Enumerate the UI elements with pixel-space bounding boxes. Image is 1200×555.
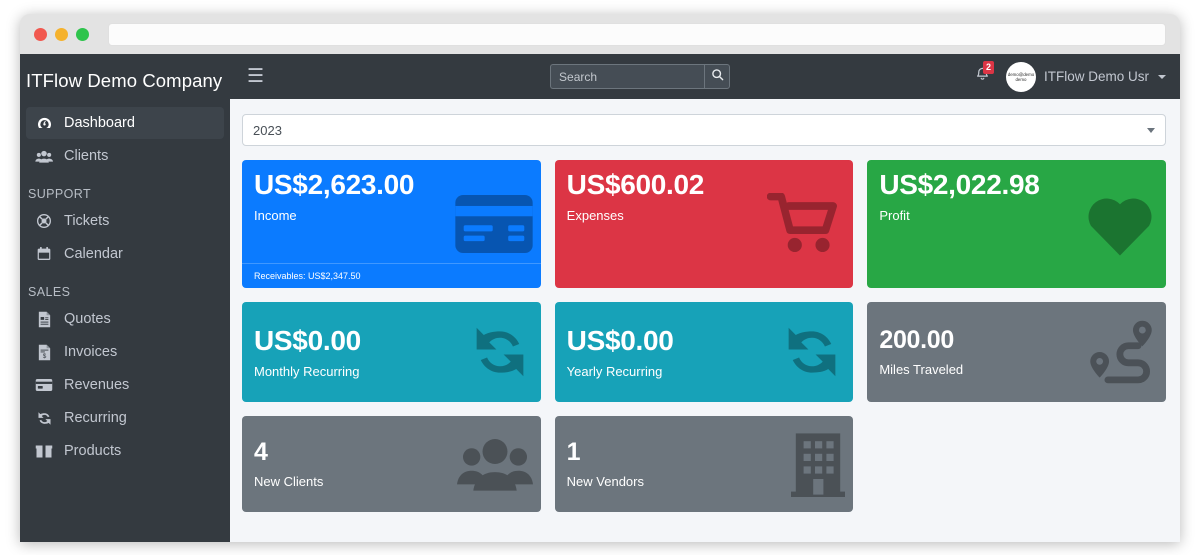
card-miles-traveled[interactable]: 200.00 Miles Traveled [867,302,1167,402]
sidebar-item-label: Revenues [64,377,130,393]
avatar-line-2: demo [1015,76,1027,82]
sidebar-item-label: Dashboard [64,115,135,131]
card-label: Expenses [566,208,624,224]
sidebar-item-calendar[interactable]: Calendar [26,238,224,270]
browser-window: ITFlow Demo Company Dashboard [20,14,1180,542]
notifications-button[interactable]: 2 [971,61,994,89]
card-value: US$0.00 [566,324,674,356]
sidebar-item-revenues[interactable]: Revenues [26,369,224,401]
card-value: US$0.00 [254,324,361,356]
card-yearly-recurring[interactable]: US$0.00 Yearly Recurring [554,302,854,402]
card-footer: Receivables: US$2,347.50 [242,263,541,288]
card-body: US$0.00 Monthly Recurring [242,316,541,389]
user-name-label: ITFlow Demo Usr [1043,69,1149,84]
user-menu[interactable]: demo@demo demo ITFlow Demo Usr [1005,61,1166,92]
card-body: US$2,623.00 Income [242,160,541,259]
address-bar[interactable] [108,22,1166,46]
calendar-icon [34,245,54,263]
app-viewport: ITFlow Demo Company Dashboard [20,54,1180,542]
card-body: 200.00 Miles Traveled [867,317,1166,387]
sidebar-item-clients[interactable]: Clients [26,140,224,172]
users-icon [34,147,54,165]
card-value: 200.00 [879,326,955,355]
card-row-2: US$0.00 Monthly Recurring US$0.00 [242,302,1167,402]
sidebar-section-header-support: SUPPORT [28,187,91,201]
chevron-down-icon [1158,74,1166,79]
file-invoice-dollar-icon: $ [34,343,54,361]
search-input[interactable] [550,64,705,89]
sidebar-item-label: Recurring [64,410,127,426]
card-row-3: 4 New Clients [242,416,1166,512]
credit-card-icon [34,376,54,394]
sidebar-item-quotes[interactable]: Quotes [26,303,224,335]
card-value: 1 [566,438,581,467]
life-ring-icon [34,212,54,230]
search-icon [711,68,724,86]
sync-icon [34,409,54,427]
card-body: US$600.02 Expenses [555,160,854,288]
sidebar-item-label: Products [64,443,122,459]
sidebar-item-label: Invoices [64,344,118,360]
content-column: ☰ [230,54,1180,542]
brand-title[interactable]: ITFlow Demo Company [26,70,223,91]
card-income[interactable]: US$2,623.00 Income [242,160,541,288]
card-label: Yearly Recurring [566,363,663,379]
year-filter-select[interactable]: 2023 [242,114,1166,146]
sidebar-item-dashboard[interactable]: Dashboard [26,107,224,139]
avatar: demo@demo demo [1005,61,1036,92]
card-value: 4 [254,438,268,467]
window-minimize-button[interactable] [55,27,68,41]
sidebar-nav-support: Tickets Calendar [20,205,230,270]
sidebar-item-products[interactable]: Products [26,435,224,467]
sidebar-item-invoices[interactable]: $ Invoices [26,336,224,368]
search-button[interactable] [704,64,731,89]
top-navbar: ☰ [230,54,1180,99]
avatar-line-1: demo@demo [1007,71,1035,77]
card-row-1: US$2,623.00 Income [242,160,1167,288]
hamburger-icon[interactable]: ☰ [247,66,265,87]
card-monthly-recurring[interactable]: US$0.00 Monthly Recurring [242,302,541,402]
search-form [550,64,731,89]
card-label: Income [254,208,297,224]
card-new-vendors[interactable]: 1 New Vendors [554,416,854,512]
sidebar-item-recurring[interactable]: Recurring [26,402,224,434]
main-content: 2023 US$2,623.00 Income [230,99,1180,542]
card-label: Profit [879,208,910,224]
card-value: US$600.02 [566,169,705,200]
sidebar: ITFlow Demo Company Dashboard [20,54,230,542]
svg-text:$: $ [42,353,46,360]
window-close-button[interactable] [34,27,47,41]
card-body: 1 New Vendors [555,429,854,499]
browser-titlebar [20,14,1180,54]
sidebar-section-header-sales: SALES [28,285,71,299]
sidebar-item-label: Quotes [64,311,111,327]
card-label: Miles Traveled [879,362,964,378]
card-label: Monthly Recurring [254,363,360,379]
year-filter-value: 2023 [253,122,282,138]
card-new-clients[interactable]: 4 New Clients [242,416,541,512]
card-body: 4 New Clients [242,429,541,499]
window-maximize-button[interactable] [76,27,89,41]
file-invoice-icon [34,310,54,328]
tachometer-icon [34,114,54,132]
sidebar-item-label: Tickets [64,213,110,229]
card-body: US$0.00 Yearly Recurring [555,316,854,389]
sidebar-item-label: Clients [64,148,109,164]
chevron-down-icon [1147,127,1155,133]
card-expenses[interactable]: US$600.02 Expenses [554,160,854,288]
card-body: US$2,022.98 Profit [867,160,1166,288]
sidebar-nav-main: Dashboard Clients [20,107,230,172]
bell-icon [975,66,990,87]
navbar-right-group: 2 demo@demo demo ITFlow Demo Usr [971,61,1166,92]
sidebar-nav-sales: Quotes $ Invoices [20,303,230,467]
notification-count-badge: 2 [982,61,994,74]
card-value: US$2,022.98 [879,169,1040,200]
card-value: US$2,623.00 [254,169,415,200]
sidebar-item-label: Calendar [64,246,123,262]
card-label: New Vendors [566,474,644,490]
box-icon [34,442,54,460]
sidebar-item-tickets[interactable]: Tickets [26,205,224,237]
card-label: New Clients [254,474,324,490]
card-profit[interactable]: US$2,022.98 Profit [867,160,1167,288]
